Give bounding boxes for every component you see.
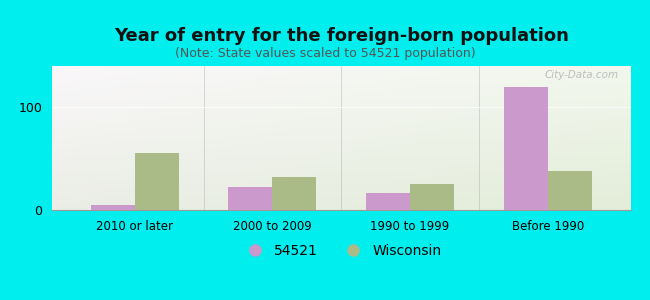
Bar <box>228 188 272 210</box>
Bar <box>410 184 454 210</box>
Bar <box>366 193 410 210</box>
Bar <box>504 87 548 210</box>
Bar <box>548 171 592 210</box>
Legend: 54521, Wisconsin: 54521, Wisconsin <box>235 238 447 263</box>
Text: City-Data.com: City-Data.com <box>545 70 619 80</box>
Bar <box>272 177 317 210</box>
Bar <box>90 205 135 210</box>
Title: Year of entry for the foreign-born population: Year of entry for the foreign-born popul… <box>114 27 569 45</box>
Bar <box>135 153 179 210</box>
Text: (Note: State values scaled to 54521 population): (Note: State values scaled to 54521 popu… <box>175 46 475 59</box>
